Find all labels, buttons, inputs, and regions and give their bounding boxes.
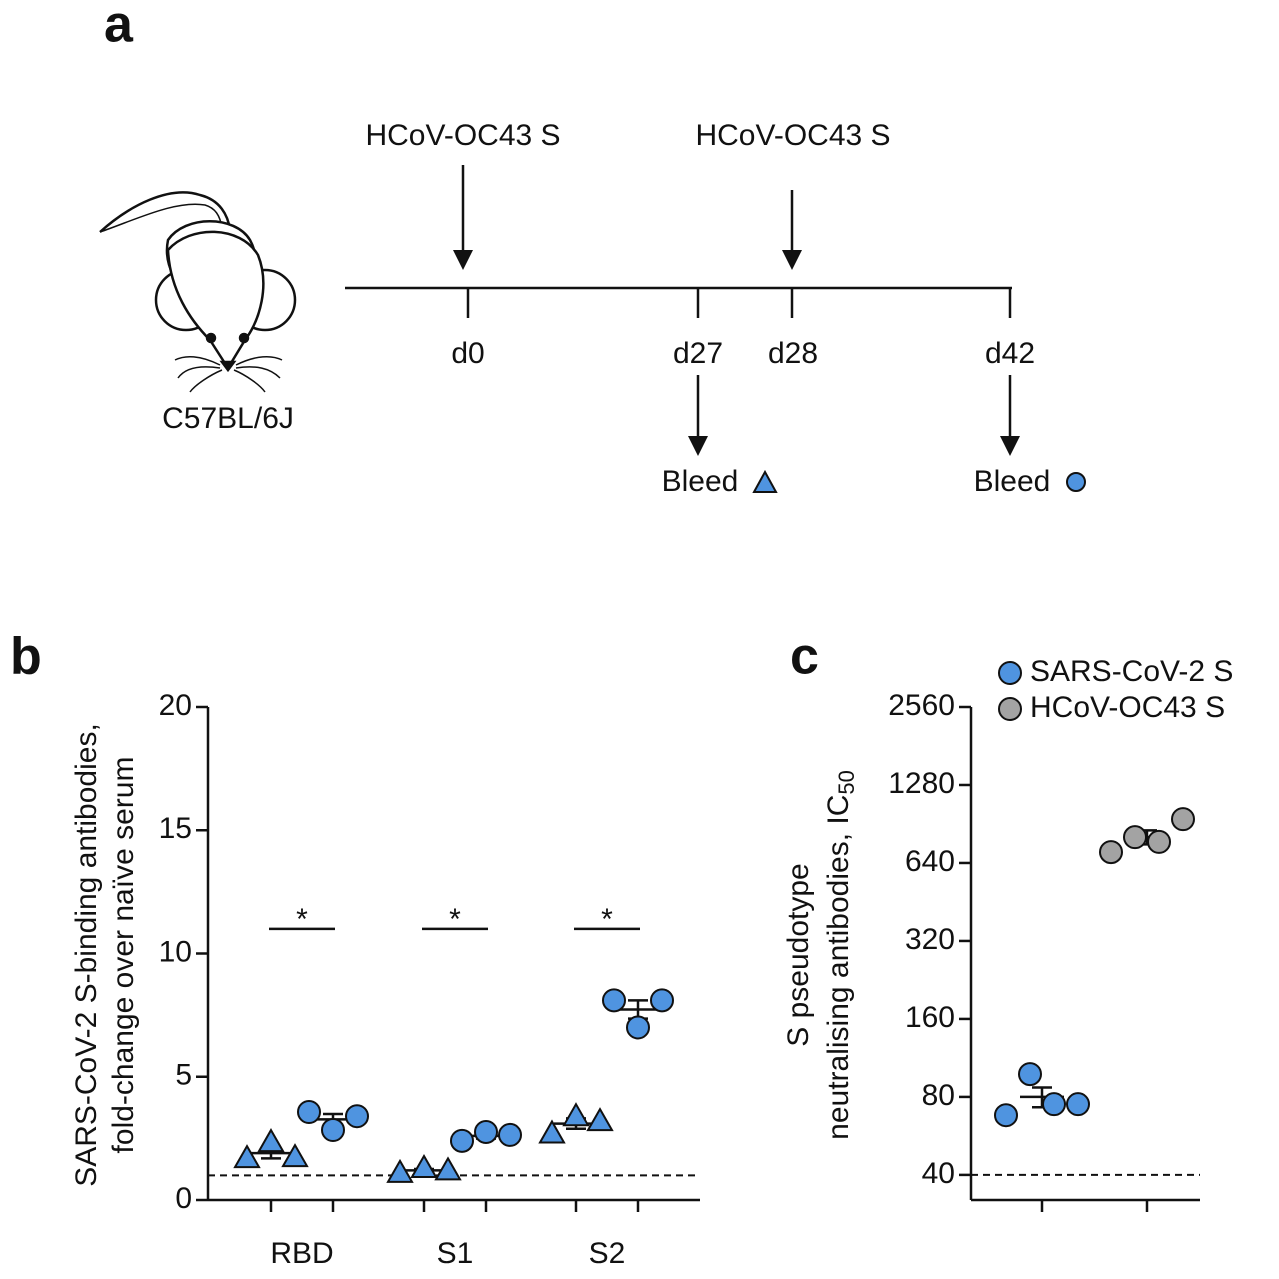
panel-label: a — [104, 0, 134, 54]
circle-point — [1018, 1062, 1042, 1087]
y-label-subscript: 50 — [834, 770, 859, 794]
circle-point — [321, 1117, 345, 1142]
y-tick-label: 1280 — [888, 767, 955, 800]
circle-point — [602, 988, 626, 1013]
triangle-point — [434, 1156, 462, 1181]
y-tick-label: 0 — [175, 1182, 192, 1215]
bleed-label: Bleed — [662, 465, 739, 498]
circle-point — [650, 988, 674, 1013]
triangle-point — [410, 1153, 438, 1178]
triangle-point — [562, 1102, 590, 1127]
triangle-icon — [752, 469, 778, 493]
triangle-point — [257, 1128, 285, 1153]
y-tick-label: 2560 — [888, 689, 955, 722]
circle-point — [1123, 825, 1147, 850]
panel-label: c — [790, 628, 819, 686]
x-tick-label: RBD — [270, 1237, 333, 1270]
legend-label: HCoV-OC43 S — [1030, 691, 1225, 724]
circle-icon — [1066, 472, 1086, 492]
circle-point — [1042, 1092, 1066, 1117]
triangle-point — [233, 1144, 261, 1169]
circle-point — [297, 1099, 321, 1124]
circle-point — [345, 1104, 369, 1129]
circle-point — [498, 1122, 522, 1147]
y-tick-label: 40 — [922, 1157, 955, 1190]
triangle-point — [538, 1119, 566, 1144]
panel-label: b — [10, 628, 42, 686]
significance-label: * — [601, 903, 613, 936]
y-label-line: neutralising antibodies, IC — [822, 795, 855, 1140]
circle-point — [450, 1128, 474, 1153]
triangle-point — [586, 1107, 614, 1132]
x-tick-label: S1 — [437, 1237, 474, 1270]
circle-point — [998, 697, 1022, 721]
panel-a: a C57BL/6J HCoV-OC43 S HCoV-OC43 S d0 — [99, 0, 1086, 498]
y-tick-label: 160 — [905, 1001, 955, 1034]
y-label-line: S pseudotype — [782, 863, 815, 1046]
y-tick-label: 5 — [175, 1059, 192, 1092]
circle-point — [1099, 840, 1123, 865]
y-tick-label: 20 — [159, 689, 192, 722]
mouse-icon — [99, 191, 297, 393]
immunization-label: HCoV-OC43 S — [365, 119, 560, 152]
circle-point — [998, 661, 1022, 685]
y-tick-label: 10 — [159, 935, 192, 968]
immunization-label: HCoV-OC43 S — [695, 119, 890, 152]
y-label-line: SARS-CoV-2 S-binding antibodies, — [70, 723, 103, 1187]
panel-c: c 40 80 160 320 640 1280 2560 S pseudotype neutra… — [782, 628, 1233, 1212]
y-tick-label: 640 — [905, 845, 955, 878]
circle-point — [1147, 829, 1171, 854]
panel-b: b 0 5 10 15 20 SARS-CoV-2 S-binding antibodies… — [10, 628, 700, 1270]
circle-point — [626, 1015, 650, 1040]
y-tick-label: 80 — [922, 1079, 955, 1112]
significance-label: * — [449, 903, 461, 936]
triangle-point — [386, 1158, 414, 1183]
x-tick-label: S2 — [589, 1237, 626, 1270]
y-tick-label: 15 — [159, 812, 192, 845]
y-axis-label: SARS-CoV-2 S-binding antibodies, fold-cha… — [70, 723, 140, 1187]
timeline — [345, 165, 1012, 440]
timepoint-label: d27 — [673, 337, 723, 370]
timepoint-label: d0 — [451, 337, 484, 370]
timepoint-label: d28 — [768, 337, 818, 370]
legend-label: SARS-CoV-2 S — [1030, 655, 1233, 688]
timepoint-label: d42 — [985, 337, 1035, 370]
y-axis-label: S pseudotype neutralising antibodies, IC5… — [782, 770, 859, 1140]
circle-point — [1066, 1092, 1090, 1117]
circle-point — [1171, 807, 1195, 832]
circle-point — [994, 1103, 1018, 1128]
circle-point — [474, 1119, 498, 1144]
y-tick-label: 320 — [905, 923, 955, 956]
strain-label: C57BL/6J — [162, 402, 294, 435]
arrowheads — [453, 250, 1020, 456]
significance-label: * — [296, 903, 308, 936]
triangle-point — [281, 1143, 309, 1168]
bleed-label: Bleed — [974, 465, 1051, 498]
y-label-line: fold-change over naïve serum — [107, 757, 140, 1154]
